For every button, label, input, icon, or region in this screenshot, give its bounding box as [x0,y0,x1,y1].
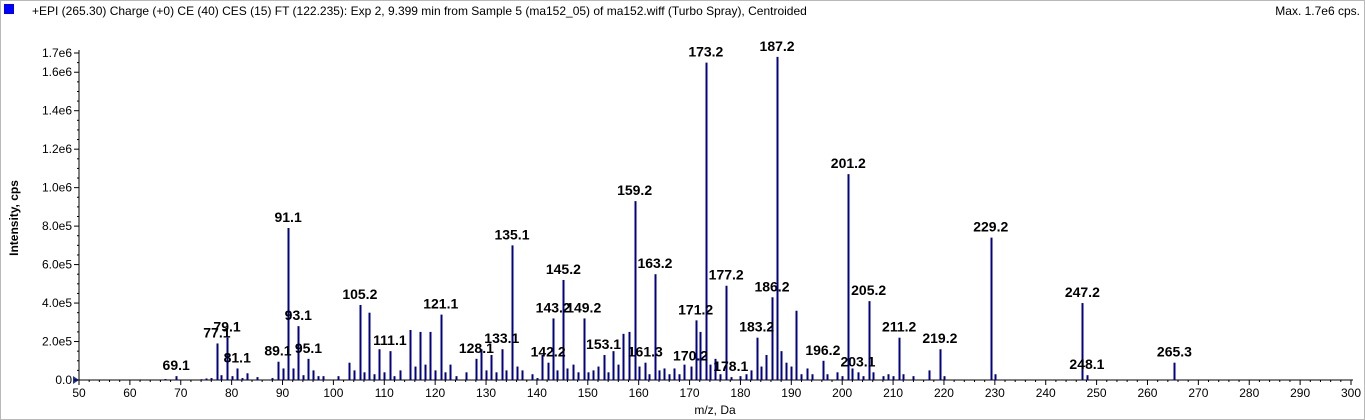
x-tick-label: 150 [578,386,598,400]
peak-label: 89.1 [264,343,291,359]
y-tick-label: 0.0 [55,373,72,387]
spectrum-title: +EPI (265.30) Charge (+0) CE (40) CES (1… [32,4,807,18]
peak-label: 201.2 [831,155,866,171]
y-tick-label: 1.4e6 [42,104,72,118]
x-tick-label: 300 [1341,386,1361,400]
x-tick-label: 290 [1290,386,1310,400]
series-swatch-icon [4,4,14,14]
peak-label: 173.2 [688,44,723,60]
max-intensity-label: Max. 1.7e6 cps. [1275,4,1360,18]
spectrum-header: +EPI (265.30) Charge (+0) CE (40) CES (1… [0,0,1365,22]
peak-label: 133.1 [484,330,519,346]
peak-label: 161.3 [628,344,663,360]
peak-label: 186.2 [754,278,789,294]
x-tick-label: 50 [72,386,86,400]
x-tick-label: 200 [832,386,852,400]
peak-label: 95.1 [295,340,322,356]
x-tick-label: 230 [985,386,1005,400]
x-tick-label: 220 [934,386,954,400]
peak-bars [139,56,1176,380]
x-tick-label: 140 [527,386,547,400]
y-tick-label: 1.2e6 [42,142,72,156]
x-tick-label: 280 [1239,386,1259,400]
x-tick-label: 210 [883,386,903,400]
peak-label: 163.2 [637,255,672,271]
peak-label: 196.2 [805,342,840,358]
y-tick-label: 1.7e6 [42,46,72,60]
peak-label: 111.1 [373,332,407,348]
peak-label: 81.1 [224,349,251,365]
x-tick-label: 120 [425,386,445,400]
x-tick-label: 100 [323,386,343,400]
peak-label: 211.2 [882,319,916,335]
peak-label: 229.2 [973,219,1008,235]
peak-label: 187.2 [760,38,795,54]
peak-label: 91.1 [274,209,301,225]
peak-label: 128.1 [459,340,494,356]
y-tick-label: 2.0e5 [42,335,72,349]
peak-label: 247.2 [1065,284,1100,300]
peak-label: 171.2 [678,301,713,317]
peak-label: 93.1 [285,307,312,323]
x-tick-label: 260 [1137,386,1157,400]
peak-label: 159.2 [617,182,652,198]
x-tick-label: 90 [276,386,290,400]
x-axis-title: m/z, Da [694,403,736,417]
chart-axes: 50 60 70 80 90 100 110 120 130 140 150 160 170 180 190… [42,46,1361,400]
peak-label: 142.2 [531,344,566,360]
peak-label: 219.2 [922,330,957,346]
peak-label: 69.1 [163,357,190,373]
y-tick-label: 4.0e5 [42,296,72,310]
y-tick-label: 1.6e6 [42,65,72,79]
peak-label: 203.1 [840,353,875,369]
x-tick-label: 270 [1188,386,1208,400]
y-tick-label: 8.0e5 [42,219,72,233]
x-tick-label: 110 [375,386,394,400]
peak-label: 121.1 [423,296,458,312]
x-tick-label: 80 [225,386,239,400]
x-tick-label: 70 [174,386,188,400]
peak-label: 143.2 [536,299,571,315]
peak-label: 205.2 [851,282,886,298]
x-tick-label: 130 [476,386,496,400]
peak-label: 153.1 [586,336,621,352]
x-tick-label: 190 [781,386,801,400]
peak-label: 170.2 [673,348,708,364]
peak-label: 79.1 [213,319,240,335]
x-tick-label: 160 [629,386,649,400]
peak-label: 265.3 [1157,344,1192,360]
peak-label: 178.1 [713,358,748,374]
y-tick-label: 1.0e6 [42,181,72,195]
peak-label: 183.2 [739,319,774,335]
peak-label: 248.1 [1069,356,1104,372]
x-tick-label: 250 [1087,386,1107,400]
peak-label: 149.2 [566,299,601,315]
peak-label: 145.2 [546,261,581,277]
x-tick-label: 60 [123,386,137,400]
y-axis-title: Intensity, cps [7,180,21,256]
x-tick-label: 240 [1036,386,1056,400]
y-tick-label: 6.0e5 [42,258,72,272]
peak-label: 77.1 [203,324,230,340]
peak-label: 105.2 [342,286,377,302]
peak-labels: 69.1 77.179.1 81.1 89.1 91.1 93.1 95.1 105.2 111… [163,38,1193,374]
x-tick-label: 170 [680,386,700,400]
peak-label: 135.1 [494,226,529,242]
x-tick-label: 180 [730,386,750,400]
peak-label: 177.2 [709,267,744,283]
